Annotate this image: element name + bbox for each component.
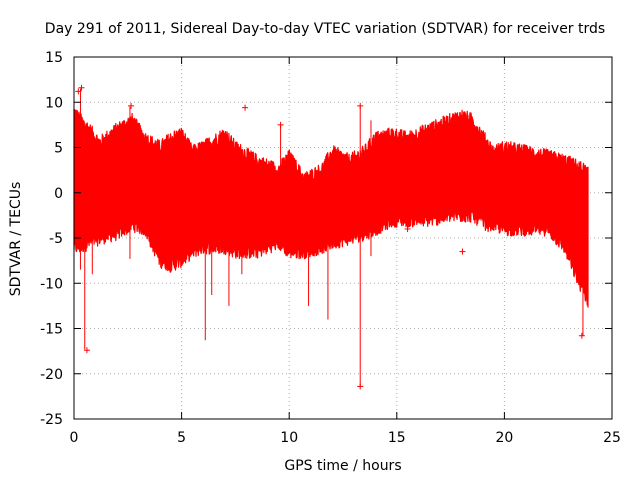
data-point: [242, 104, 249, 111]
data-point: [75, 88, 82, 95]
y-tick-label: -10: [40, 276, 63, 292]
data-point: [459, 248, 466, 255]
data-point: [578, 332, 585, 339]
y-axis: -25 -20 -15 -10 -5 0 5 10 15: [40, 50, 612, 428]
y-tick-label: -5: [49, 231, 63, 247]
data-point: [357, 102, 364, 109]
y-tick-label: 15: [45, 50, 63, 66]
y-axis-label: SDTVAR / TECUs: [8, 182, 24, 297]
y-tick-label: -25: [40, 412, 63, 428]
x-tick-label: 25: [603, 430, 621, 446]
y-tick-label: -15: [40, 322, 63, 338]
x-tick-label: 15: [388, 430, 406, 446]
data-point: [78, 84, 85, 91]
data-band: [73, 108, 589, 308]
y-tick-label: -20: [40, 367, 63, 383]
x-axis: 0 5 10 15 20 25: [70, 57, 621, 446]
y-tick-label: 0: [54, 186, 63, 202]
x-tick-label: 0: [70, 430, 79, 446]
data-point: [128, 102, 135, 109]
data-point: [277, 121, 284, 128]
x-tick-label: 10: [280, 430, 298, 446]
data-point: [404, 225, 411, 232]
y-tick-label: 10: [45, 95, 63, 111]
chart-title: Day 291 of 2011, Sidereal Day-to-day VTE…: [45, 21, 605, 37]
x-tick-label: 5: [177, 430, 186, 446]
y-tick-label: 5: [54, 141, 63, 157]
plot-area: [73, 84, 589, 390]
x-tick-label: 20: [495, 430, 513, 446]
x-axis-label: GPS time / hours: [284, 458, 401, 474]
data-point: [83, 347, 90, 354]
data-point: [357, 383, 364, 390]
